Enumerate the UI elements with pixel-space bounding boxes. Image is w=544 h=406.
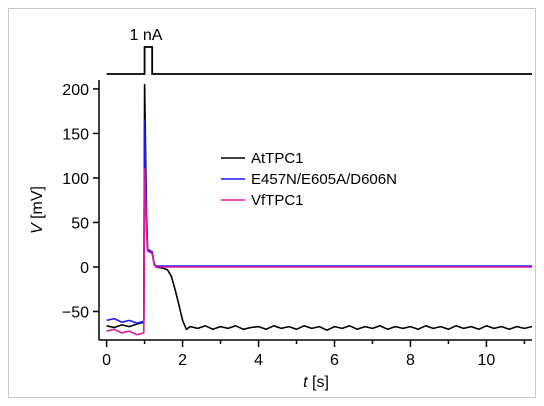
x-tick-label: 2 (178, 352, 187, 369)
y-ticks: −50 0 50 100 150 200 (62, 82, 99, 322)
x-tick-label: 6 (330, 352, 339, 369)
axes (98, 80, 532, 341)
legend-label: AtTPC1 (251, 150, 304, 167)
y-tick-label: 100 (62, 171, 89, 188)
legend-label: VfTPC1 (251, 192, 304, 209)
y-tick-label: 0 (80, 260, 89, 277)
chart-frame (8, 8, 536, 398)
x-tick-label: 8 (406, 352, 415, 369)
legend: AtTPC1 E457N/E605A/D606N VfTPC1 (221, 150, 397, 209)
x-ticks: 0 2 4 6 8 10 (102, 340, 526, 369)
stimulus-trace (106, 46, 532, 75)
series-line (106, 168, 532, 336)
series-line (106, 119, 532, 324)
y-tick-label: 200 (62, 82, 89, 99)
y-tick-label: −50 (62, 305, 89, 322)
x-tick-label: 10 (478, 352, 496, 369)
x-tick-label: 4 (254, 352, 263, 369)
stimulus-label: 1 nA (130, 27, 163, 44)
series-line (106, 83, 533, 331)
x-tick-label: 0 (102, 352, 111, 369)
y-tick-label: 150 (62, 126, 89, 143)
y-axis-label: V [mV] (29, 186, 46, 234)
legend-label: E457N/E605A/D606N (251, 171, 397, 188)
series-layer (106, 83, 533, 336)
y-tick-label: 50 (71, 215, 89, 232)
x-axis-label: t [s] (303, 374, 329, 391)
stimulus-pulse (106, 46, 532, 75)
